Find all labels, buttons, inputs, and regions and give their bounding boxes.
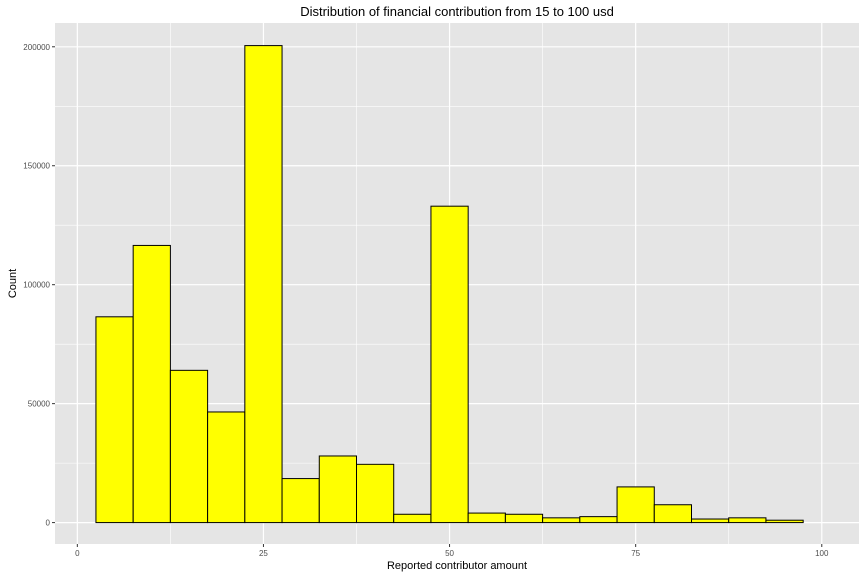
x-axis-title: Reported contributor amount [387,560,527,572]
histogram-bar [132,244,171,524]
y-axis: 0 50000 100000 150000 200000 [23,43,55,528]
histogram-bar [281,478,320,524]
histogram-bar [579,516,618,524]
histogram-bar [467,512,506,524]
histogram-bar [207,411,246,524]
histogram-bar [542,517,581,524]
y-axis-title: Count [7,269,19,298]
x-tick-label: 75 [631,549,640,558]
histogram-bars [95,45,804,524]
histogram-bar [430,205,469,524]
histogram-bar [616,486,655,524]
x-tick-label: 100 [815,549,829,558]
y-tick-label: 0 [46,519,51,528]
histogram-bar [504,513,544,524]
y-tick-label: 100000 [23,281,50,290]
histogram-bar [393,513,432,524]
y-tick-label: 50000 [28,400,51,409]
x-axis: 0 25 50 75 100 [75,544,829,558]
histogram-bar [691,518,730,524]
y-tick-label: 150000 [23,162,50,171]
x-tick-label: 50 [445,549,454,558]
histogram-bar [318,455,357,524]
histogram-bar [356,463,395,524]
histogram-bar [765,519,804,524]
x-tick-label: 0 [75,549,80,558]
histogram-bar [95,316,134,524]
histogram-bar [728,517,767,524]
histogram-bar [653,504,692,524]
histogram-bar [169,369,209,524]
histogram-bar [244,45,283,524]
x-tick-label: 25 [259,549,268,558]
chart-title: Distribution of financial contribution f… [300,4,614,19]
y-tick-label: 200000 [23,43,50,52]
